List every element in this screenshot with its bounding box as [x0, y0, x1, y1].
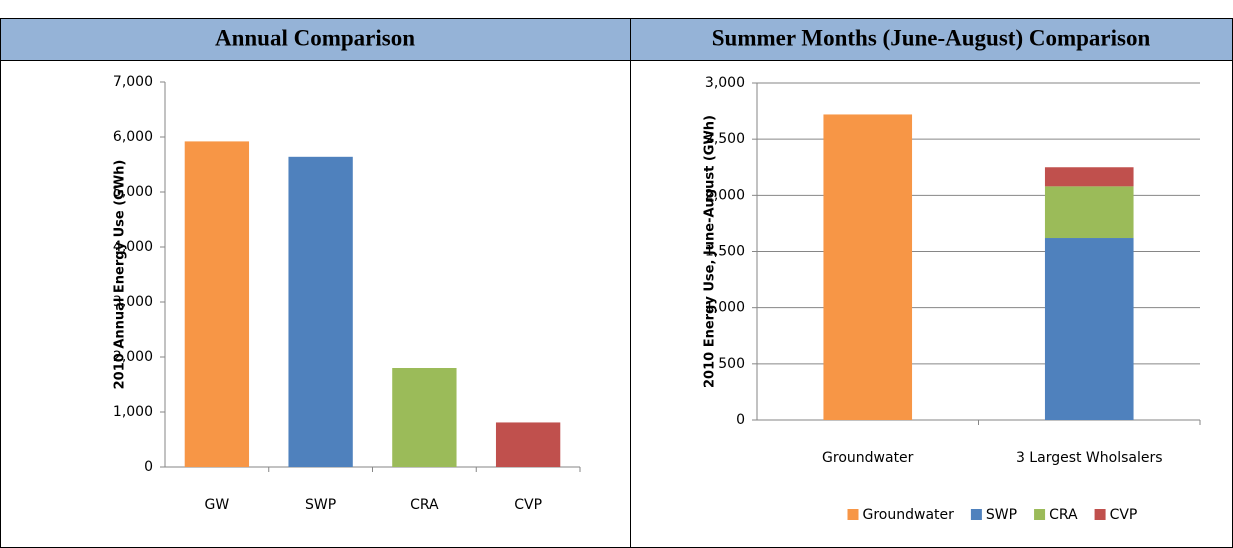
legend-label: CRA	[1049, 507, 1078, 523]
y-tick-label: 5,000	[113, 184, 153, 200]
legend-swatch	[1034, 509, 1046, 520]
bar-segment	[823, 114, 913, 420]
header-title: Summer Months (June-August) Comparison	[712, 25, 1151, 50]
y-axis-label: 2010 Annual Energy Use (GWh)	[113, 160, 128, 390]
y-tick-label: 3,000	[113, 294, 153, 310]
y-tick-label: 1,000	[705, 300, 745, 316]
x-tick-label: CVP	[514, 497, 542, 513]
bar	[495, 422, 561, 467]
bar	[392, 368, 457, 467]
y-tick-label: 6,000	[113, 129, 153, 145]
bar-segment	[1044, 238, 1134, 420]
legend-label: SWP	[986, 507, 1017, 523]
x-tick-label: CRA	[410, 497, 439, 513]
y-tick-label: 2,500	[705, 131, 745, 147]
y-tick-label: 2,000	[113, 349, 153, 365]
y-tick-label: 3,000	[705, 75, 745, 91]
y-tick-label: 0	[144, 459, 153, 475]
header-title: Annual Comparison	[215, 25, 415, 50]
y-tick-label: 1,500	[705, 244, 745, 260]
legend-label: CVP	[1110, 507, 1138, 523]
legend-swatch	[847, 509, 859, 520]
legend-label: Groundwater	[863, 507, 955, 523]
y-axis-label: 2010 Energy Use, June-August (GWh)	[703, 115, 718, 388]
bar-segment	[1044, 186, 1134, 239]
bar-segment	[1044, 167, 1134, 187]
y-tick-label: 0	[736, 412, 745, 428]
legend-swatch	[1094, 509, 1106, 520]
y-tick-label: 500	[718, 356, 745, 372]
x-tick-label: 3 Largest Wholsalers	[1016, 450, 1163, 466]
y-tick-label: 4,000	[113, 239, 153, 255]
x-tick-label: GW	[205, 497, 230, 513]
x-tick-label: Groundwater	[822, 450, 914, 466]
y-tick-label: 1,000	[113, 404, 153, 420]
y-tick-label: 7,000	[113, 74, 153, 90]
bar	[184, 141, 250, 467]
header-row	[0, 18, 1233, 61]
bar	[288, 156, 353, 468]
x-tick-label: SWP	[305, 497, 336, 513]
legend-swatch	[970, 509, 982, 520]
y-tick-label: 2,000	[705, 187, 745, 203]
